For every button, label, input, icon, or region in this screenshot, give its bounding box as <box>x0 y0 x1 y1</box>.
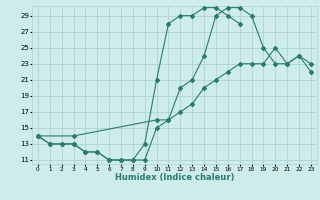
X-axis label: Humidex (Indice chaleur): Humidex (Indice chaleur) <box>115 173 234 182</box>
